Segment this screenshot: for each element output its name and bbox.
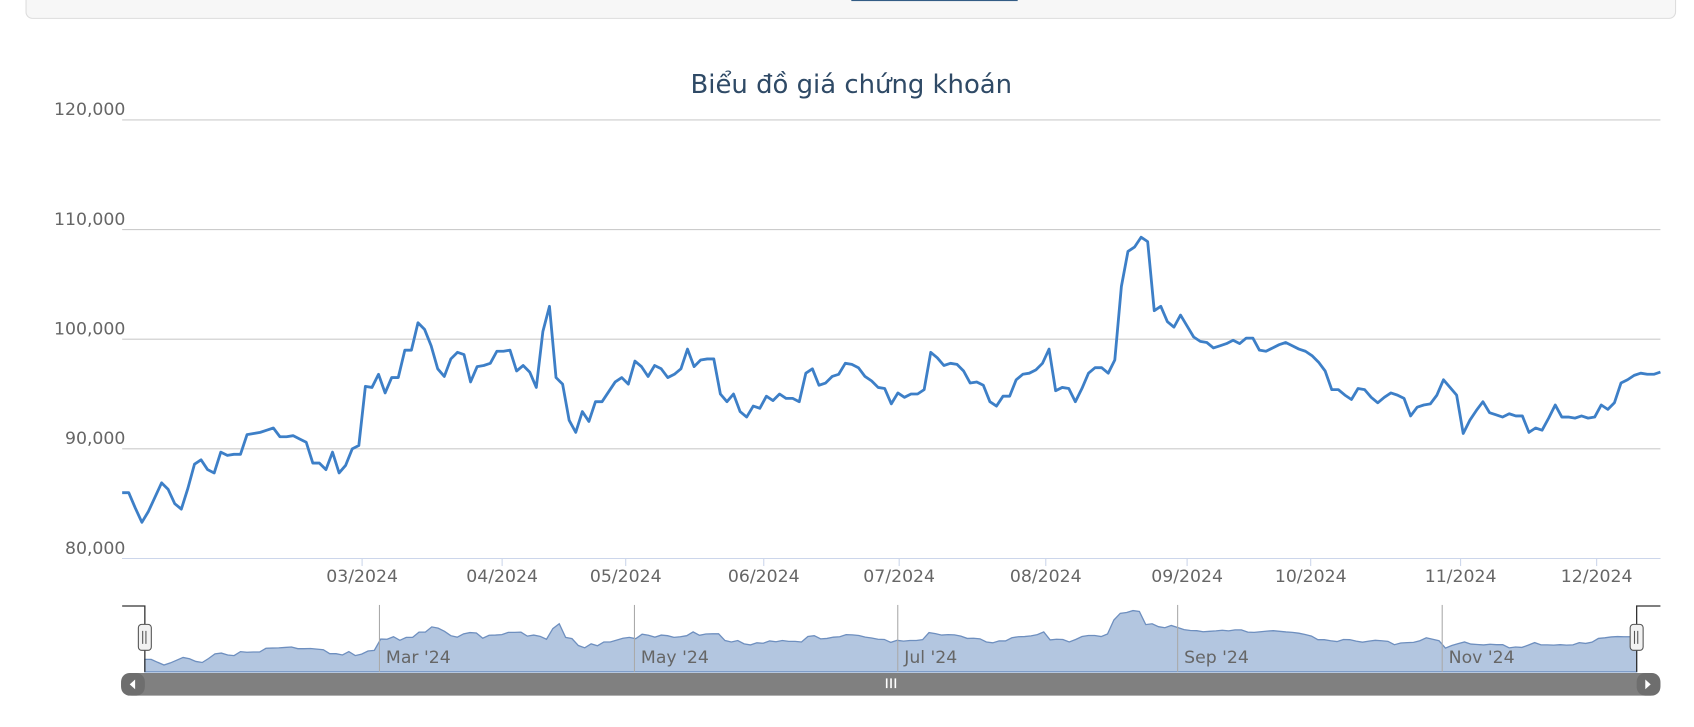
x-tick-label: 08/2024: [1010, 567, 1082, 587]
navigator-handle-left[interactable]: [137, 623, 152, 651]
arrow-left: [129, 679, 136, 690]
navigator-label: Mar '24: [386, 648, 451, 668]
x-tick-label: 07/2024: [863, 567, 935, 587]
navigator-area: [144, 609, 1638, 673]
y-tick-label: 120,000: [54, 100, 125, 120]
x-tick-label: 11/2024: [1425, 567, 1497, 587]
x-tick-label: 05/2024: [590, 567, 662, 587]
navigator-label: Nov '24: [1449, 648, 1515, 668]
scrollbar-grip: [885, 678, 897, 689]
price-line: [122, 235, 1661, 524]
x-tick-label: 10/2024: [1275, 567, 1347, 587]
chart-title: Biểu đồ giá chứng khoán: [691, 70, 1013, 100]
x-tick-label: 12/2024: [1561, 567, 1633, 587]
navigator-handle-right[interactable]: [1629, 623, 1644, 651]
grid: 80,000 90,000 100,000 110,000 120,000 03/2024…: [54, 100, 1661, 587]
tab-underline: [851, 0, 1018, 2]
plot: [122, 235, 1661, 524]
navigator-label: Sep '24: [1184, 648, 1249, 668]
top-panel: [25, 0, 1677, 19]
navigator-label: May '24: [641, 648, 709, 668]
y-tick-label: 100,000: [54, 319, 125, 339]
navigator-label: Jul '24: [903, 648, 957, 668]
handle-grip: [142, 630, 147, 644]
x-tick-label: 04/2024: [466, 567, 538, 587]
navigator: Mar '24 May '24 Jul '24 Sep '24 Nov '24: [121, 604, 1661, 696]
x-tick-label: 03/2024: [326, 567, 398, 587]
x-tick-label: 06/2024: [728, 567, 800, 587]
navigator-frame: [122, 605, 1661, 672]
x-tick-label: 09/2024: [1151, 567, 1223, 587]
y-tick-label: 90,000: [65, 429, 125, 449]
y-tick-label: 80,000: [65, 539, 125, 559]
arrow-right: [1645, 679, 1651, 690]
y-tick-label: 110,000: [54, 210, 125, 230]
handle-grip: [1633, 630, 1639, 644]
